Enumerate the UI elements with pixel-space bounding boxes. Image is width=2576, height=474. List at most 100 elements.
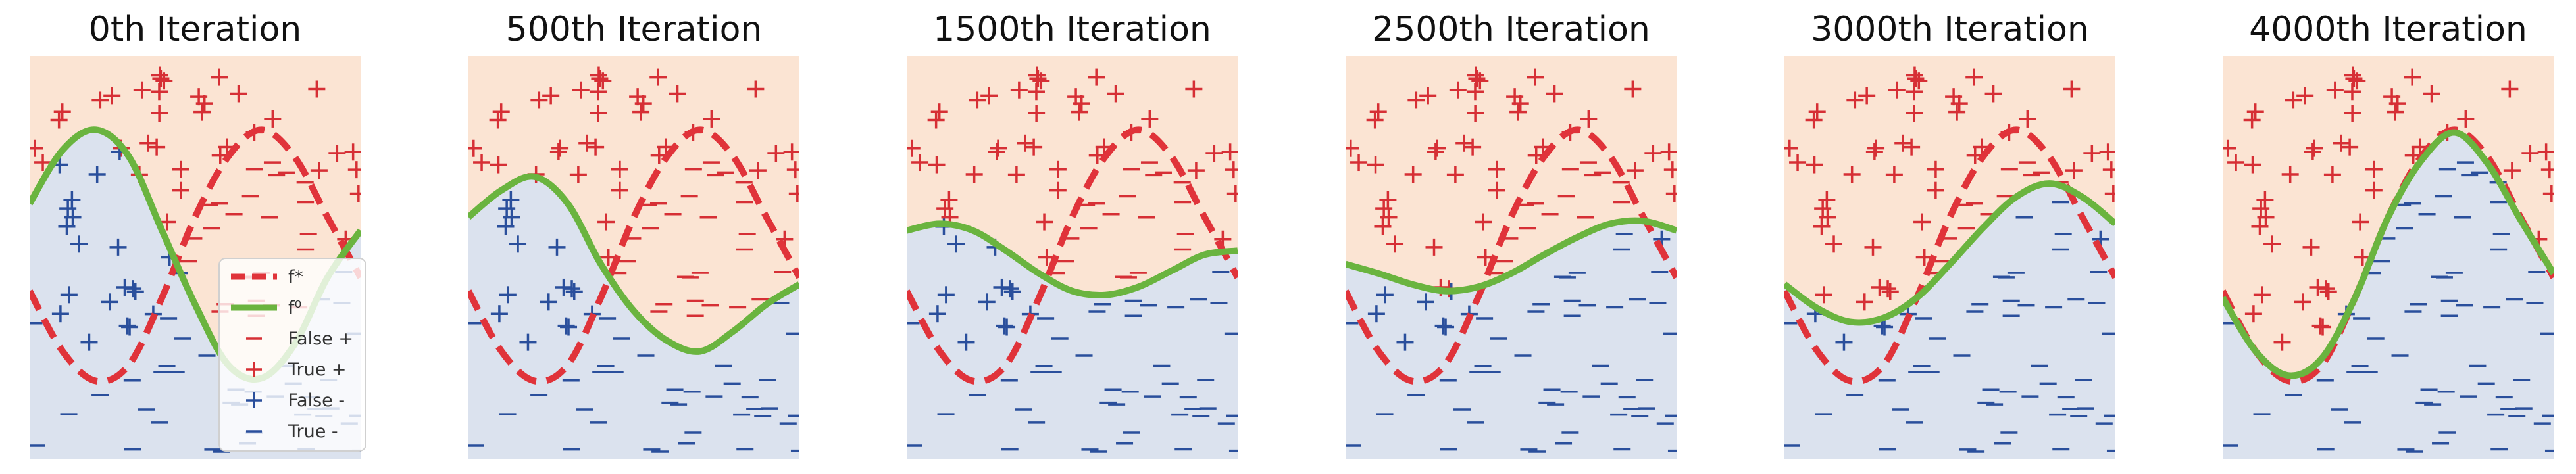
sample-point bbox=[2309, 278, 2327, 296]
sample-point bbox=[1903, 138, 1921, 156]
sample-point bbox=[597, 213, 615, 231]
sample-point bbox=[347, 161, 361, 179]
sample-point bbox=[1396, 333, 1414, 351]
sample-point bbox=[2404, 68, 2421, 86]
sample-point bbox=[965, 165, 983, 183]
sample-point bbox=[1449, 81, 1467, 99]
sample-point bbox=[1067, 88, 1085, 106]
sample-point bbox=[557, 317, 575, 335]
sample-point bbox=[1419, 87, 1437, 105]
panel-title: 4000th Iteration bbox=[2249, 10, 2527, 49]
learned-curve bbox=[907, 220, 1238, 298]
sample-point bbox=[2256, 191, 2274, 208]
sample-point bbox=[927, 111, 945, 129]
sample-point bbox=[139, 134, 157, 152]
sample-point bbox=[2352, 213, 2369, 231]
sample-point bbox=[1965, 68, 1983, 86]
sample-point bbox=[1815, 286, 1832, 304]
panel-4: 2500th Iteration bbox=[1346, 10, 1677, 459]
panel-6: 4000th Iteration bbox=[2223, 10, 2554, 459]
sample-point bbox=[121, 318, 139, 336]
sample-point bbox=[2104, 185, 2115, 202]
sample-point bbox=[928, 305, 946, 323]
sample-point bbox=[2099, 143, 2115, 161]
sample-point bbox=[957, 333, 975, 351]
sample-point bbox=[148, 138, 166, 156]
sample-point bbox=[1580, 110, 1598, 128]
target-curve bbox=[1784, 126, 2115, 385]
negative-region bbox=[1784, 183, 2115, 459]
sample-point bbox=[1806, 156, 1823, 174]
sample-point bbox=[590, 66, 607, 84]
sample-point bbox=[1369, 103, 1387, 121]
sample-point bbox=[30, 139, 43, 157]
sample-point bbox=[1871, 278, 1888, 296]
sample-markers bbox=[2223, 66, 2554, 453]
sample-point bbox=[1049, 160, 1067, 178]
sample-point bbox=[2304, 143, 2321, 161]
sample-point bbox=[1467, 66, 1484, 84]
sample-point bbox=[1818, 191, 1836, 208]
sample-point bbox=[2244, 156, 2261, 174]
sample-point bbox=[2102, 161, 2115, 179]
panel-title: 500th Iteration bbox=[506, 10, 763, 49]
sample-point bbox=[1107, 85, 1124, 103]
sample-point bbox=[649, 68, 667, 86]
sample-point bbox=[2423, 85, 2440, 103]
negative-region bbox=[1346, 220, 1677, 459]
sample-point bbox=[551, 139, 569, 157]
sample-point bbox=[503, 208, 520, 226]
sample-point bbox=[2457, 110, 2475, 128]
sample-point bbox=[1226, 185, 1238, 202]
sample-point bbox=[1028, 66, 1046, 84]
sample-point bbox=[998, 318, 1016, 336]
sample-point bbox=[1813, 218, 1831, 235]
sample-point bbox=[1464, 138, 1482, 156]
sample-point bbox=[2244, 305, 2262, 323]
sample-point bbox=[1434, 317, 1452, 335]
sample-point bbox=[2344, 105, 2361, 122]
sample-point bbox=[990, 139, 1007, 157]
sample-point bbox=[328, 145, 346, 162]
sample-point bbox=[2227, 154, 2245, 172]
learned-curve bbox=[468, 173, 799, 355]
sample-point bbox=[172, 181, 189, 199]
legend-label: True - bbox=[288, 421, 338, 442]
sample-point bbox=[1028, 105, 1046, 122]
legend-item: True + bbox=[246, 360, 347, 380]
sample-point bbox=[1876, 318, 1894, 336]
sample-point bbox=[1858, 87, 1876, 105]
sample-point bbox=[1379, 191, 1397, 208]
sample-point bbox=[150, 83, 168, 101]
sample-point bbox=[1088, 68, 1105, 86]
sample-point bbox=[50, 111, 68, 129]
sample-point bbox=[930, 103, 948, 121]
sample-point bbox=[996, 317, 1013, 335]
panel-title: 2500th Iteration bbox=[1372, 10, 1650, 49]
sample-point bbox=[1856, 293, 1873, 311]
sample-point bbox=[1010, 81, 1028, 99]
target-curve bbox=[2223, 126, 2554, 385]
sample-point bbox=[344, 143, 361, 161]
sample-point bbox=[2253, 286, 2271, 304]
sample-point bbox=[497, 218, 515, 235]
sample-point bbox=[133, 81, 151, 99]
sample-point bbox=[669, 85, 686, 103]
sample-point bbox=[116, 278, 134, 296]
sample-point bbox=[1906, 105, 1923, 122]
sample-point bbox=[2314, 318, 2332, 336]
sample-point bbox=[126, 283, 144, 300]
sample-point bbox=[2501, 80, 2519, 98]
sample-point bbox=[1906, 66, 1923, 84]
sample-point bbox=[2343, 83, 2361, 101]
legend-item: False + bbox=[246, 329, 353, 349]
legend-label: False + bbox=[288, 329, 353, 349]
sample-point bbox=[980, 87, 998, 105]
sample-point bbox=[590, 105, 607, 122]
sample-point bbox=[928, 156, 946, 174]
sample-point bbox=[1665, 185, 1677, 202]
sample-point bbox=[1488, 181, 1505, 199]
sample-point bbox=[1225, 161, 1238, 179]
legend-swatch bbox=[246, 392, 262, 408]
